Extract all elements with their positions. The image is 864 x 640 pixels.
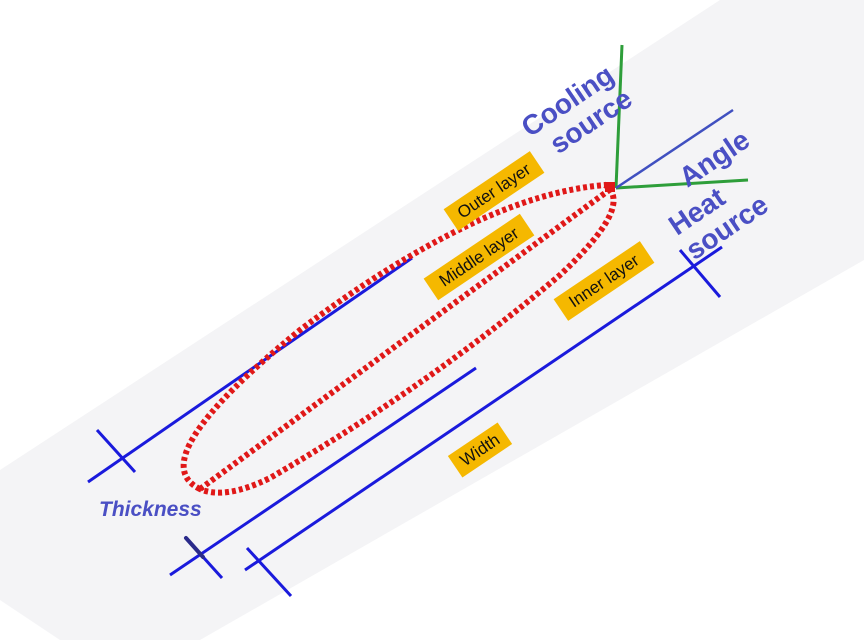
heat-source-line (615, 178, 749, 190)
tag-background (443, 151, 545, 231)
upper-thickness-tick (95, 428, 137, 474)
thickness-label: Thickness (99, 498, 202, 521)
width-line (244, 245, 723, 572)
width-tick-left (245, 546, 293, 598)
tag-background (423, 213, 535, 301)
lower-thickness-line (169, 366, 477, 577)
width-tick-right (678, 249, 722, 298)
cooling-source-line (614, 44, 624, 189)
source-lines (614, 44, 749, 190)
pen-mark (184, 536, 205, 559)
tag-background (553, 241, 655, 321)
angle-bisector-line (615, 108, 734, 190)
apex-marker (605, 182, 615, 192)
tag-background (447, 422, 513, 478)
dotted-midline (198, 185, 614, 492)
element-outline (180, 181, 617, 496)
dotted-outline (180, 181, 617, 496)
